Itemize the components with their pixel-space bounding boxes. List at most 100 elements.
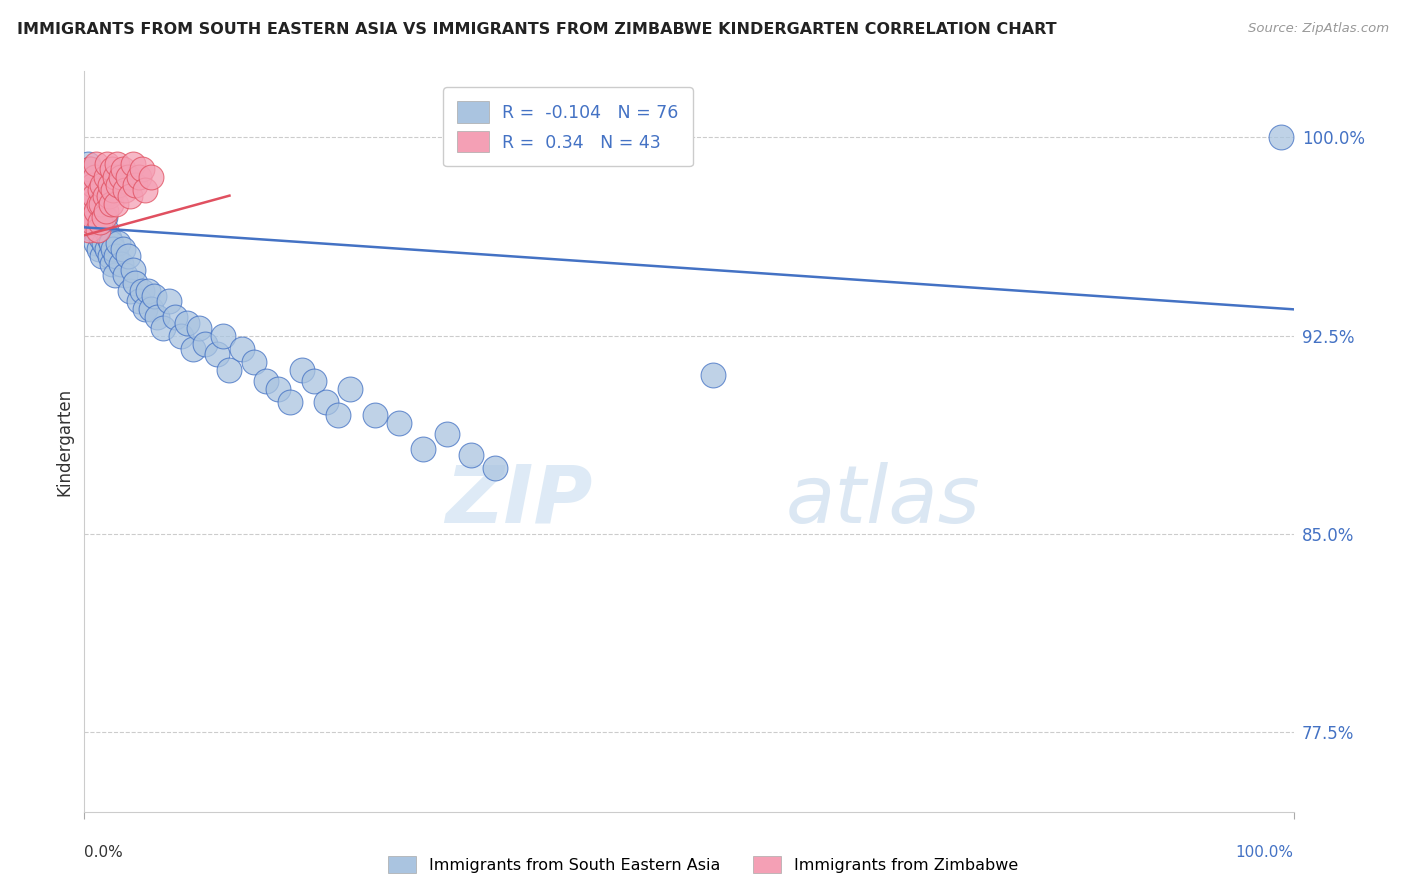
Text: ZIP: ZIP bbox=[444, 462, 592, 540]
Point bbox=[484, 461, 506, 475]
Point bbox=[117, 170, 139, 185]
Point bbox=[388, 416, 411, 430]
Point bbox=[110, 257, 132, 271]
Point bbox=[702, 368, 724, 383]
Point bbox=[103, 242, 125, 256]
Point bbox=[278, 395, 301, 409]
Point bbox=[77, 178, 100, 192]
Point bbox=[91, 215, 114, 229]
Point bbox=[114, 183, 136, 197]
Point bbox=[194, 336, 217, 351]
Legend: R =  -0.104   N = 76, R =  0.34   N = 43: R = -0.104 N = 76, R = 0.34 N = 43 bbox=[443, 87, 693, 166]
Point bbox=[121, 262, 143, 277]
Point bbox=[114, 268, 136, 282]
Point bbox=[86, 204, 108, 219]
Point bbox=[97, 231, 120, 245]
Point bbox=[91, 178, 114, 192]
Point bbox=[93, 236, 115, 251]
Text: Source: ZipAtlas.com: Source: ZipAtlas.com bbox=[1249, 22, 1389, 36]
Point bbox=[436, 426, 458, 441]
Point bbox=[86, 236, 108, 251]
Point bbox=[94, 210, 117, 224]
Point bbox=[165, 310, 187, 325]
Text: IMMIGRANTS FROM SOUTH EASTERN ASIA VS IMMIGRANTS FROM ZIMBABWE KINDERGARTEN CORR: IMMIGRANTS FROM SOUTH EASTERN ASIA VS IM… bbox=[17, 22, 1056, 37]
Point bbox=[120, 284, 142, 298]
Point bbox=[100, 196, 122, 211]
Point bbox=[100, 236, 122, 251]
Point bbox=[89, 183, 111, 197]
Point bbox=[77, 210, 100, 224]
Point bbox=[139, 302, 162, 317]
Point bbox=[77, 223, 100, 237]
Point bbox=[91, 250, 114, 264]
Point bbox=[128, 294, 150, 309]
Point bbox=[82, 204, 104, 219]
Point bbox=[82, 210, 104, 224]
Point bbox=[128, 170, 150, 185]
Point bbox=[87, 223, 110, 237]
Point bbox=[101, 257, 124, 271]
Point bbox=[134, 302, 156, 317]
Point bbox=[79, 162, 101, 177]
Text: 0.0%: 0.0% bbox=[84, 845, 124, 860]
Point bbox=[231, 342, 253, 356]
Point bbox=[94, 223, 117, 237]
Point bbox=[267, 382, 290, 396]
Point bbox=[80, 215, 103, 229]
Point bbox=[89, 204, 111, 219]
Point bbox=[87, 242, 110, 256]
Point bbox=[79, 196, 101, 211]
Point bbox=[107, 178, 129, 192]
Point bbox=[176, 316, 198, 330]
Point bbox=[302, 374, 325, 388]
Point bbox=[77, 157, 100, 171]
Point bbox=[93, 210, 115, 224]
Point bbox=[112, 242, 135, 256]
Point bbox=[170, 328, 193, 343]
Point bbox=[79, 162, 101, 177]
Point bbox=[112, 162, 135, 177]
Point bbox=[134, 183, 156, 197]
Point bbox=[212, 328, 235, 343]
Point bbox=[207, 347, 229, 361]
Point bbox=[83, 188, 105, 202]
Point bbox=[98, 178, 121, 192]
Point bbox=[80, 183, 103, 197]
Point bbox=[76, 170, 98, 185]
Point bbox=[291, 363, 314, 377]
Point bbox=[117, 250, 139, 264]
Point bbox=[218, 363, 240, 377]
Point bbox=[94, 188, 117, 202]
Point bbox=[328, 408, 350, 422]
Point bbox=[188, 321, 211, 335]
Point bbox=[121, 157, 143, 171]
Point bbox=[90, 231, 112, 245]
Point bbox=[86, 223, 108, 237]
Point bbox=[139, 170, 162, 185]
Point bbox=[77, 183, 100, 197]
Point bbox=[157, 294, 180, 309]
Text: 100.0%: 100.0% bbox=[1236, 845, 1294, 860]
Point bbox=[146, 310, 169, 325]
Point bbox=[107, 236, 129, 251]
Point bbox=[131, 284, 153, 298]
Point bbox=[339, 382, 361, 396]
Point bbox=[120, 188, 142, 202]
Point bbox=[104, 268, 127, 282]
Point bbox=[363, 408, 385, 422]
Point bbox=[89, 215, 111, 229]
Point bbox=[138, 284, 160, 298]
Point bbox=[103, 183, 125, 197]
Point bbox=[86, 210, 108, 224]
Text: atlas: atlas bbox=[786, 462, 980, 540]
Point bbox=[96, 157, 118, 171]
Point bbox=[84, 170, 107, 185]
Point bbox=[152, 321, 174, 335]
Point bbox=[94, 170, 117, 185]
Point bbox=[82, 178, 104, 192]
Point bbox=[131, 162, 153, 177]
Point bbox=[83, 223, 105, 237]
Point bbox=[86, 157, 108, 171]
Point bbox=[104, 250, 127, 264]
Point bbox=[124, 178, 146, 192]
